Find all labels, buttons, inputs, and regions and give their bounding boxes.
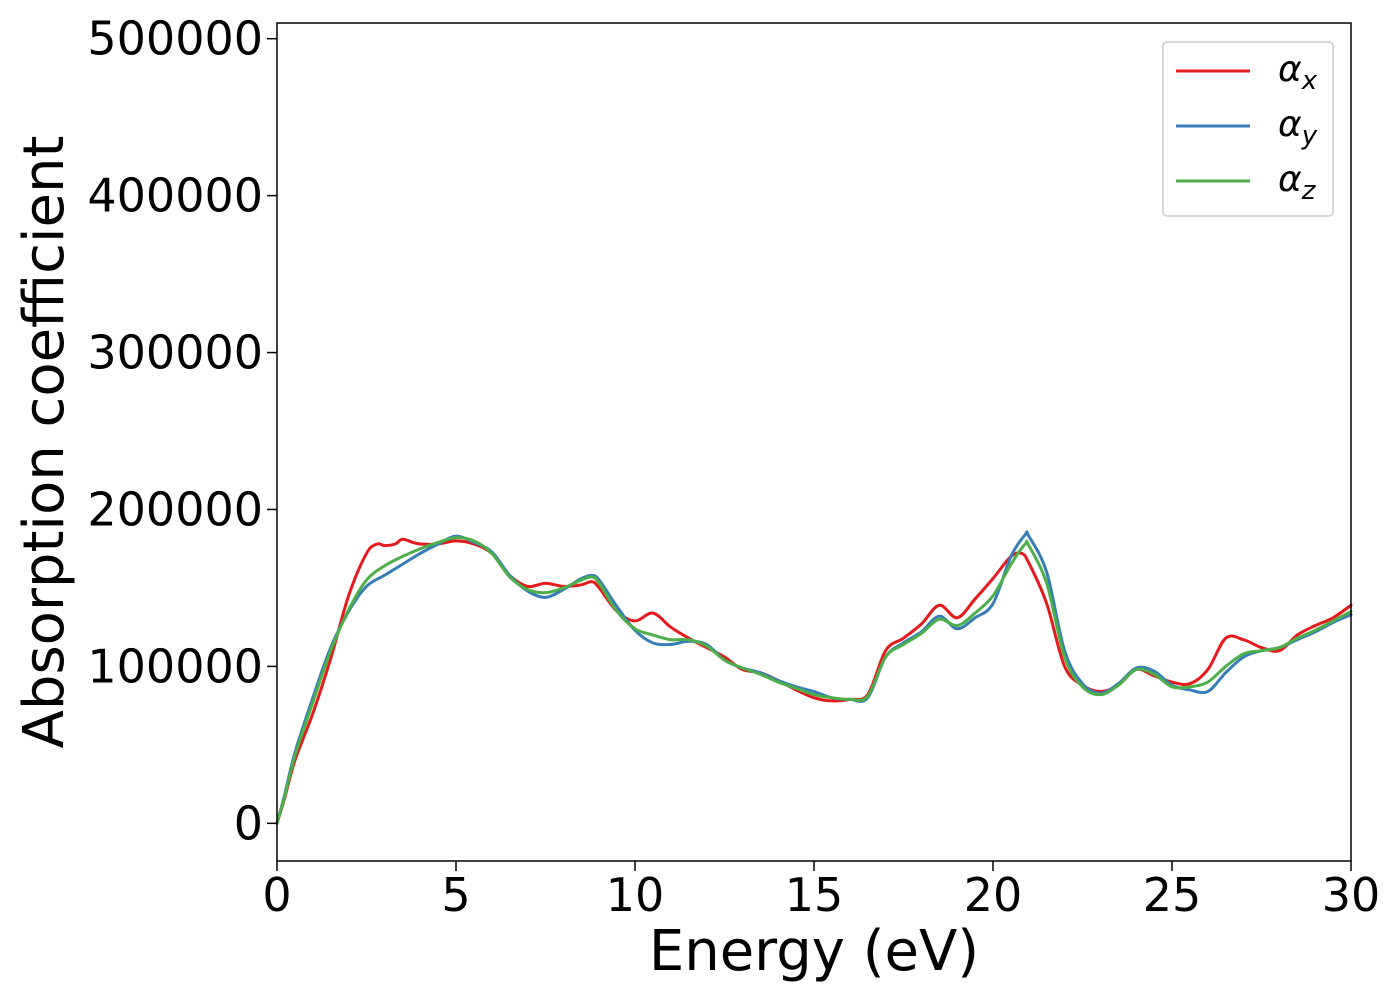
- x-tick-label: 15: [785, 868, 844, 922]
- x-tick-label: 10: [606, 868, 665, 922]
- legend: αx αy αz: [1162, 41, 1334, 217]
- x-axis: 0 5 10 15 20 25 30: [262, 861, 1380, 922]
- series-line-y: [275, 530, 1353, 825]
- y-axis: 0 100000 200000 300000 400000 500000: [87, 12, 277, 850]
- x-axis-label: Energy (eV): [649, 919, 979, 984]
- y-tick-label: 500000: [87, 12, 263, 66]
- y-tick-label: 400000: [87, 169, 263, 223]
- legend-box: [1162, 41, 1334, 217]
- x-tick-label: 30: [1322, 868, 1381, 922]
- y-axis-label: Absorption coefficient: [12, 136, 77, 749]
- x-tick-label: 20: [964, 868, 1023, 922]
- y-tick-label: 100000: [87, 639, 263, 693]
- y-tick-label: 200000: [87, 482, 263, 536]
- y-tick-label: 300000: [87, 326, 263, 380]
- legend-label-z: αz: [1278, 159, 1317, 206]
- series-layer: [275, 530, 1353, 825]
- legend-label-y: αy: [1278, 104, 1318, 151]
- legend-label-x: αx: [1278, 49, 1318, 96]
- x-tick-label: 5: [441, 868, 470, 922]
- y-tick-label: 0: [234, 796, 263, 850]
- x-tick-label: 0: [262, 868, 291, 922]
- x-tick-label: 25: [1143, 868, 1202, 922]
- series-line-z: [275, 536, 1353, 825]
- series-line-x: [275, 537, 1353, 825]
